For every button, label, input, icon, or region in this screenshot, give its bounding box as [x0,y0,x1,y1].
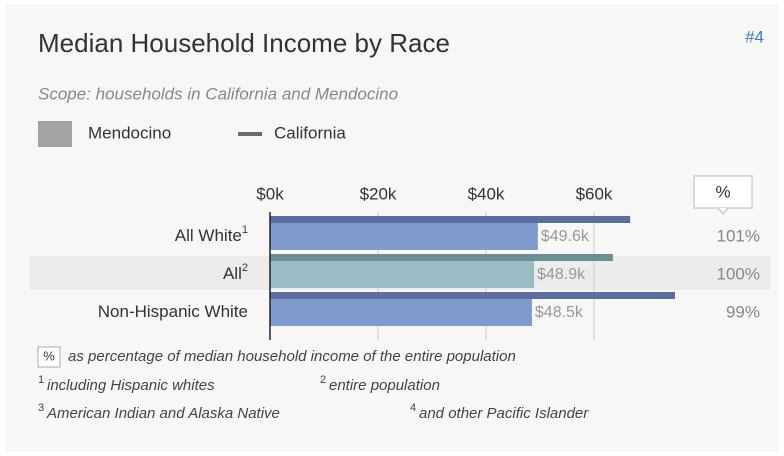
x-tick-label: $60k [576,184,613,203]
category-note: 1 [242,224,248,236]
note-mark: % [43,348,55,363]
chart-title: Median Household Income by Race [38,28,450,58]
note-text: entire population [329,377,440,394]
legend-label: Mendocino [88,123,171,142]
note-box [37,346,61,368]
bar [270,299,532,326]
category-name: Non-Hispanic White [98,302,248,321]
legend-label: California [274,123,346,142]
legend-swatch [38,121,72,147]
category-label: All White1 [175,224,248,246]
note-mark: 2 [320,374,326,386]
subtitle: Scope: households in California and Mend… [38,84,398,103]
category-label: Non-Hispanic White [98,302,248,321]
chart-id[interactable]: #4 [745,27,764,46]
category-label: All2 [223,262,248,284]
note-mark: 1 [38,374,44,386]
note-mark: 4 [410,402,416,414]
x-tick-label: $20k [360,184,397,203]
bar [270,254,613,261]
percent-pointer [717,207,729,215]
bar [270,292,675,299]
value-label: $48.5k [535,304,584,321]
bar [270,216,631,223]
percent-label: 100% [717,264,760,283]
percent-header: % [715,182,730,201]
note-text: American Indian and Alaska Native [46,405,280,422]
note-text: and other Pacific Islander [419,405,589,422]
x-tick-label: $0k [256,184,284,203]
note-text: as percentage of median household income… [68,348,516,365]
value-label: $48.9k [537,266,586,283]
bar [270,223,538,250]
percent-header-box [693,175,753,209]
category-note: 2 [242,262,248,274]
x-tick-label: $40k [468,184,505,203]
bar [270,261,535,288]
category-name: All White [175,226,242,245]
percent-label: 101% [717,226,760,245]
note-mark: 3 [38,402,44,414]
category-name: All [223,264,242,283]
note-text: including Hispanic whites [47,377,215,394]
value-label: $49.6k [541,228,590,245]
percent-label: 99% [726,302,760,321]
